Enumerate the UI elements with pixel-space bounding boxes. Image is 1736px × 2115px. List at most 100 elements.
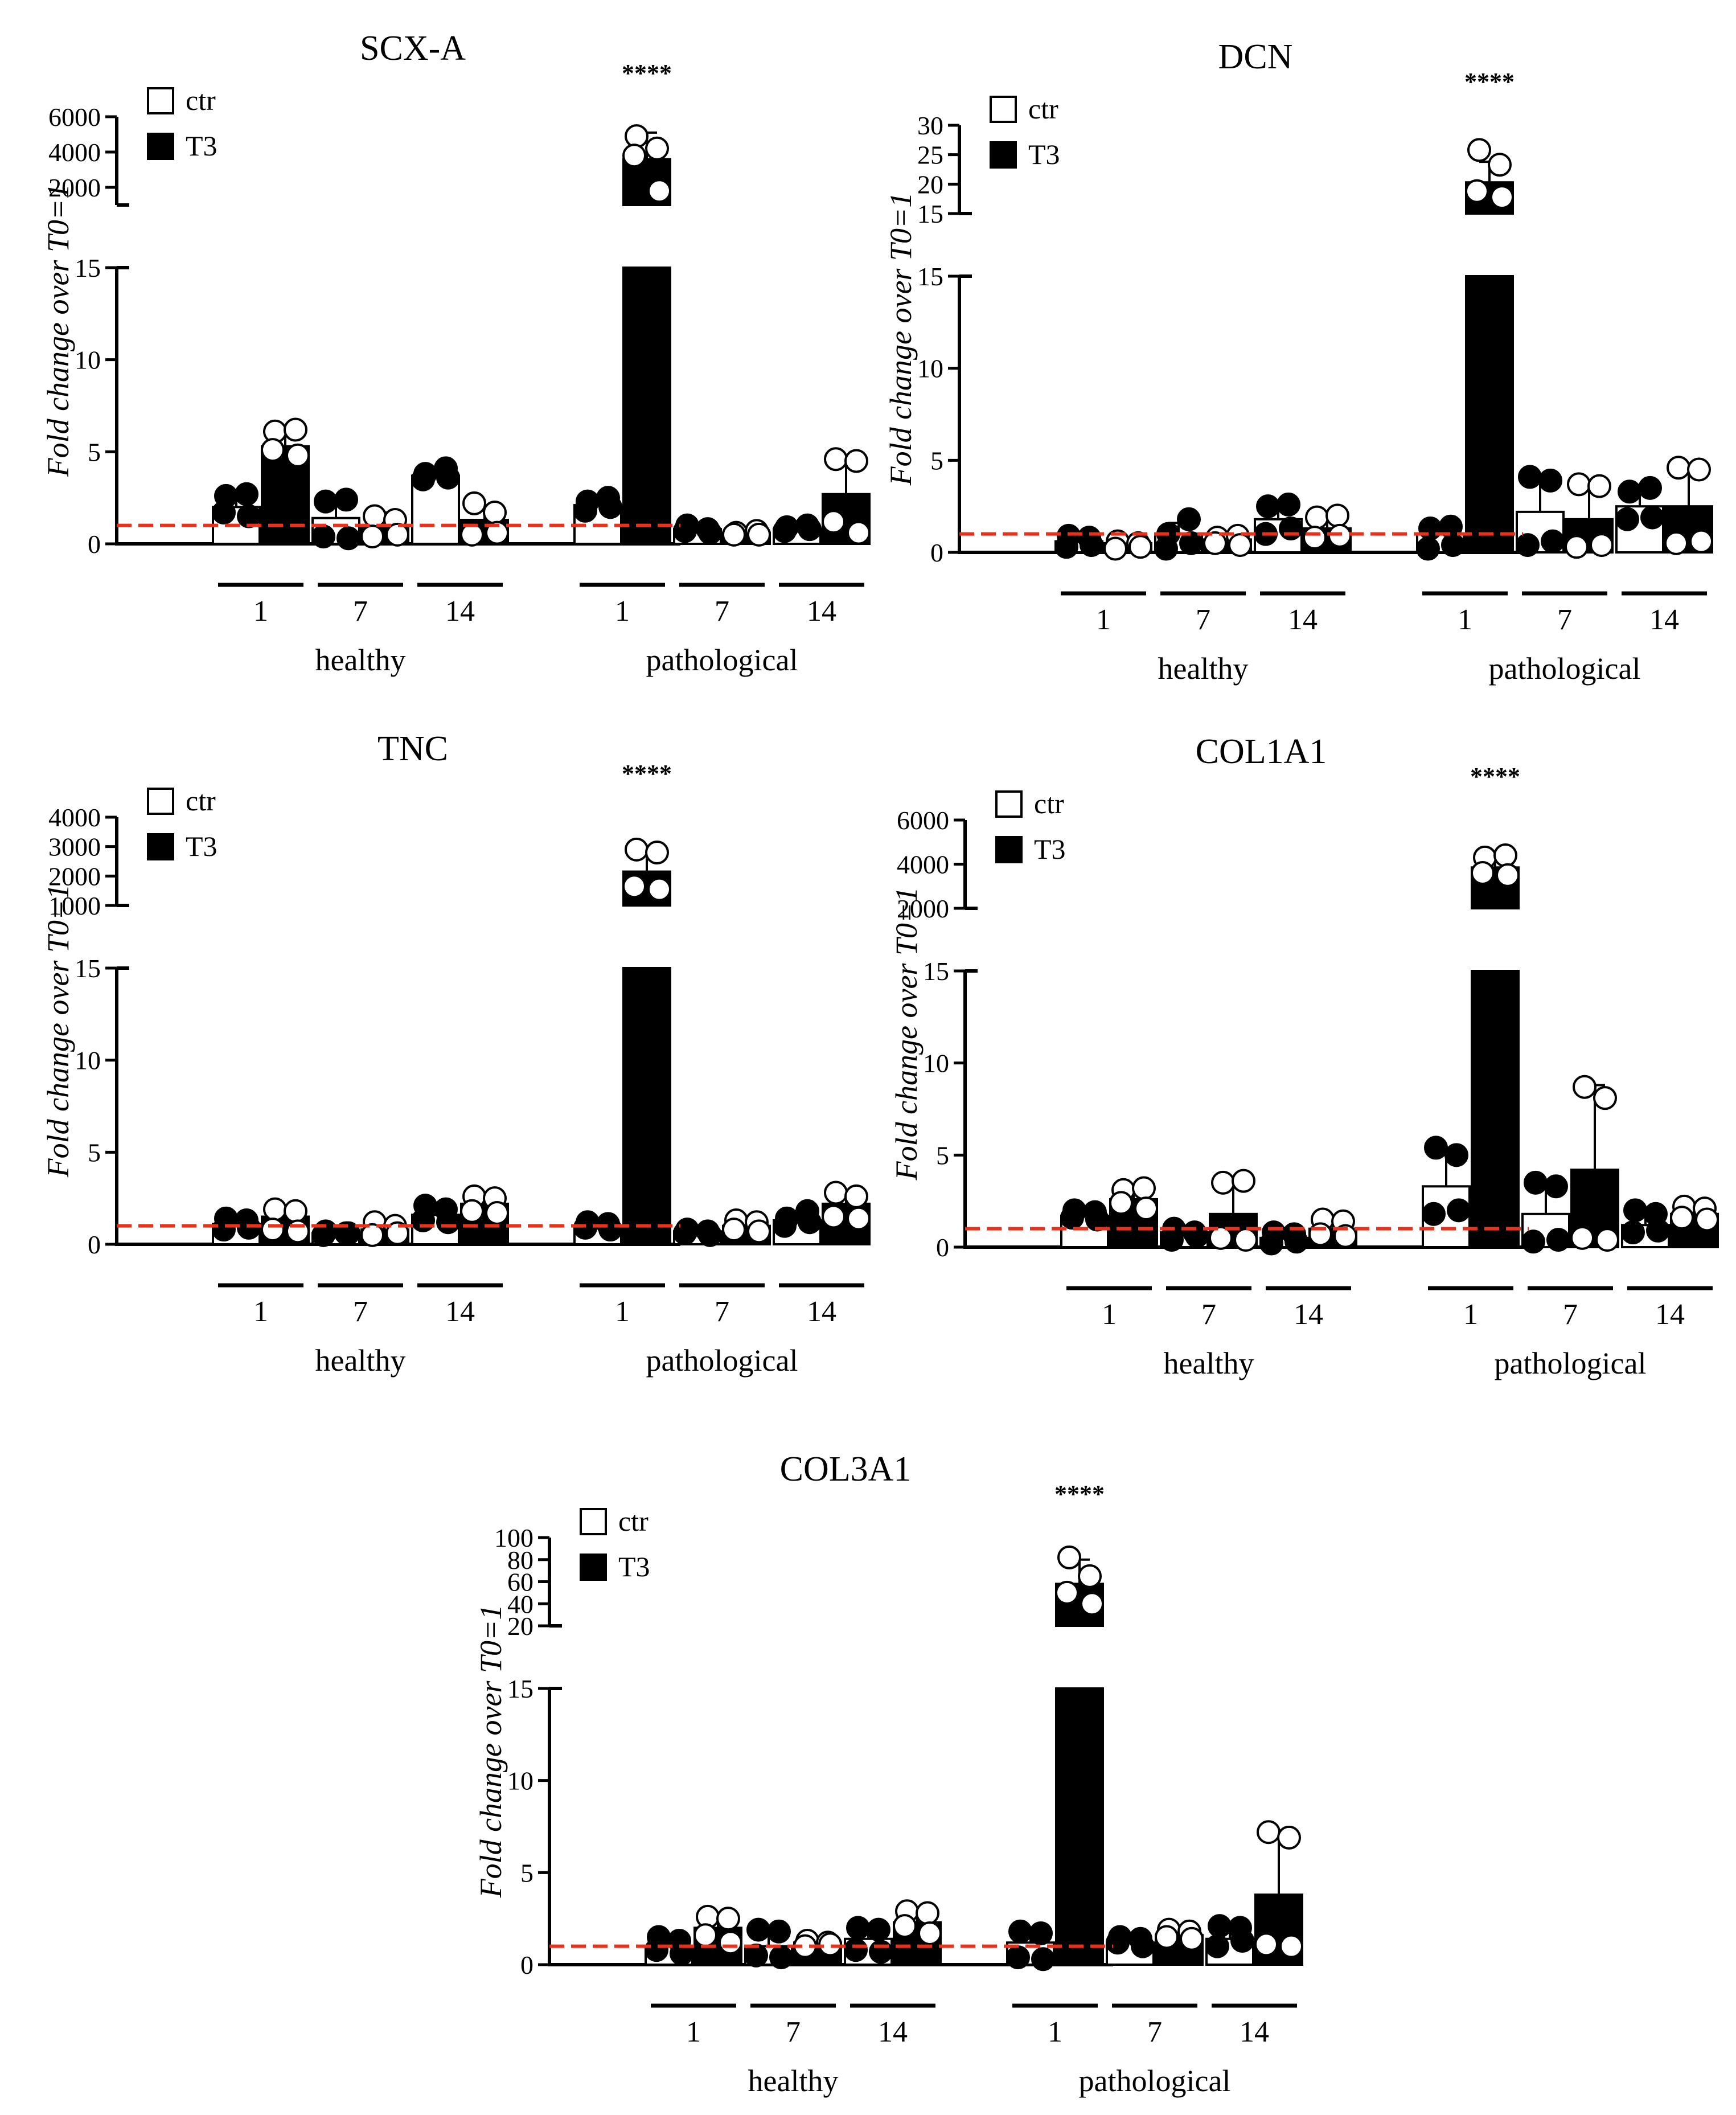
data-point-t3-cat4 <box>1573 1075 1597 1099</box>
data-point-t3-cat1 <box>818 1932 842 1957</box>
data-point-t3-cat1 <box>1234 1228 1258 1252</box>
legend-swatch-ctr <box>990 96 1017 123</box>
data-point-t3-cat4 <box>1593 1086 1617 1110</box>
data-point-ctr-cat0 <box>670 1941 693 1966</box>
data-point-t3-cat2 <box>918 1921 942 1946</box>
data-point-t3-cat3 <box>1496 863 1520 887</box>
y-axis-label: Fold change over T0=1 <box>474 1605 508 1899</box>
data-point-t3-cat3 <box>1493 843 1517 867</box>
data-point-ctr-cat2 <box>1284 1229 1308 1254</box>
data-point-ctr-cat2 <box>869 1940 893 1964</box>
data-point-t3-cat1 <box>360 524 384 549</box>
legend-swatch-ctr <box>995 790 1023 818</box>
group-label: healthy <box>315 1343 406 1378</box>
legend-swatch-ctr <box>147 788 174 815</box>
data-point-t3-cat3 <box>645 841 669 864</box>
data-point-ctr-cat5 <box>1640 505 1664 530</box>
data-point-t3-cat5 <box>1254 1932 1278 1957</box>
data-point-t3-cat4 <box>1565 535 1589 559</box>
data-point-ctr-cat4 <box>673 519 697 543</box>
y-tick-label: 0 <box>936 1233 949 1262</box>
group-label: pathological <box>1489 651 1641 686</box>
data-point-t3-cat5 <box>1695 1207 1719 1232</box>
group-label: pathological <box>1495 1346 1647 1380</box>
data-point-ctr-cat2 <box>411 467 435 491</box>
legend-swatch-t3 <box>147 133 174 160</box>
significance-stars: **** <box>1470 763 1520 790</box>
y-tick-label: 10 <box>917 354 943 383</box>
significance-stars: **** <box>622 59 672 87</box>
data-point-ctr-cat5 <box>1615 507 1639 531</box>
data-point-ctr-cat4 <box>1541 529 1565 554</box>
data-point-t3-cat5 <box>847 520 871 545</box>
data-point-t3-cat0 <box>261 1218 285 1242</box>
legend-label-ctr: ctr <box>186 84 216 116</box>
data-point-t3-cat3 <box>647 179 671 203</box>
legend-swatch-ctr <box>580 1508 607 1535</box>
legend-label-t3: T3 <box>186 830 217 862</box>
data-point-ctr-cat3 <box>1418 516 1442 540</box>
data-point-ctr-cat2 <box>1259 1231 1283 1256</box>
data-point-t3-cat4 <box>1155 1925 1179 1949</box>
data-point-ctr-cat0 <box>237 1215 261 1240</box>
data-point-t3-cat3 <box>1471 861 1495 885</box>
group-label: healthy <box>315 643 406 677</box>
y-tick-label: 5 <box>520 1858 533 1887</box>
legend-label-t3: T3 <box>186 130 217 162</box>
data-point-ctr-cat5 <box>773 1214 797 1238</box>
data-point-ctr-cat4 <box>1546 1228 1570 1252</box>
data-point-t3-cat3 <box>1078 1564 1102 1588</box>
data-point-ctr-cat2 <box>436 1210 460 1235</box>
data-point-t3-cat3 <box>625 124 649 149</box>
data-point-t3-cat0 <box>1132 1176 1156 1200</box>
group-label: healthy <box>748 2064 839 2098</box>
y-tick-label: 15 <box>75 253 101 282</box>
y-axis-label: Fold change over T0=1 <box>41 884 75 1178</box>
data-point-t3-cat3 <box>622 144 646 168</box>
y-tick-label: 15 <box>917 199 943 228</box>
data-point-t3-cat4 <box>1567 472 1591 497</box>
data-point-ctr-cat4 <box>1106 1930 1130 1955</box>
legend-label-ctr: ctr <box>1034 788 1064 819</box>
data-point-t3-cat0 <box>1109 1191 1133 1215</box>
data-point-ctr-cat0 <box>212 1218 236 1242</box>
data-point-t3-cat2 <box>485 520 509 545</box>
data-point-t3-cat4 <box>1595 1228 1619 1252</box>
data-point-ctr-cat2 <box>867 1917 890 1942</box>
data-point-t3-cat0 <box>286 1219 310 1244</box>
data-point-t3-cat2 <box>916 1901 939 1925</box>
y-tick-label: 3000 <box>48 833 101 862</box>
y-tick-label: 100 <box>494 1523 533 1552</box>
data-point-t3-cat3 <box>1080 1592 1104 1616</box>
timepoint-label: 7 <box>1147 2016 1162 2048</box>
data-point-t3-cat3 <box>647 877 671 901</box>
data-point-t3-cat3 <box>645 136 669 161</box>
data-point-t3-cat0 <box>716 1907 740 1931</box>
legend-label-ctr: ctr <box>618 1505 649 1537</box>
y-tick-label: 6000 <box>48 103 101 132</box>
legend-swatch-t3 <box>147 833 174 860</box>
data-point-t3-cat1 <box>385 1221 409 1245</box>
data-point-ctr-cat0 <box>645 1938 668 1962</box>
data-point-t3-cat4 <box>1570 1225 1594 1250</box>
data-point-ctr-cat3 <box>573 1215 597 1240</box>
data-point-ctr-cat1 <box>1185 1224 1209 1248</box>
y-tick-label: 15 <box>917 262 943 291</box>
y-axis-label: Fold change over T0=1 <box>889 887 924 1181</box>
data-point-t3-cat5 <box>822 1204 846 1229</box>
data-point-t3-cat5 <box>1689 529 1713 554</box>
y-tick-label: 25 <box>917 141 943 170</box>
data-point-ctr-cat3 <box>1447 1198 1471 1223</box>
y-tick-label: 15 <box>923 957 949 986</box>
data-point-t3-cat4 <box>1180 1927 1204 1951</box>
data-point-t3-cat5 <box>1664 531 1688 555</box>
data-point-t3-cat1 <box>1203 531 1227 555</box>
timepoint-label: 7 <box>1196 604 1210 636</box>
data-point-ctr-cat2 <box>1256 494 1280 519</box>
data-point-t3-cat5 <box>1277 1825 1301 1850</box>
y-tick-label: 20 <box>917 170 943 199</box>
bar-t3-cat3-lower <box>1055 1687 1104 1966</box>
y-tick-label: 10 <box>507 1766 533 1796</box>
data-point-t3-cat2 <box>485 1201 509 1225</box>
